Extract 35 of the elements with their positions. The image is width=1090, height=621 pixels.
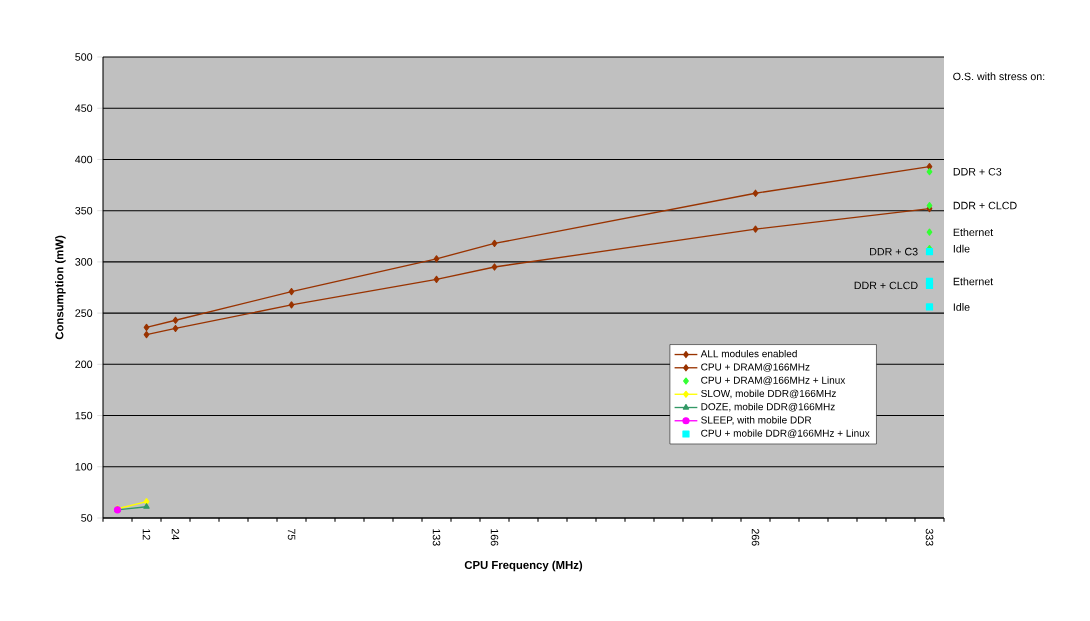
annotation: DDR + C3 bbox=[953, 167, 1002, 176]
x-axis-title: CPU Frequency (MHz) bbox=[464, 560, 583, 572]
annotation: Ethernet bbox=[953, 277, 994, 286]
x-tick-label: 166 bbox=[490, 529, 499, 546]
annotation: Idle bbox=[953, 244, 970, 253]
annotation: DDR + CLCD bbox=[854, 281, 918, 290]
y-tick-label: 300 bbox=[75, 258, 93, 266]
legend-label: SLEEP, with mobile DDR bbox=[701, 416, 812, 425]
legend-label: DOZE, mobile DDR@166MHz bbox=[701, 402, 835, 412]
y-tick-label: 200 bbox=[75, 360, 93, 369]
y-tick-label: 250 bbox=[75, 309, 93, 317]
x-tick-label: 333 bbox=[925, 528, 934, 546]
y-tick-label: 500 bbox=[75, 53, 93, 61]
annotation: DDR + CLCD bbox=[953, 201, 1017, 210]
x-tick-label: 266 bbox=[751, 528, 760, 546]
legend-label: CPU + DRAM@166MHz + Linux bbox=[701, 376, 846, 386]
y-tick-label: 50 bbox=[81, 514, 93, 522]
annotation: Ethernet bbox=[953, 228, 994, 237]
legend-label: SLOW, mobile DDR@166MHz bbox=[701, 389, 836, 399]
x-tick-label: 75 bbox=[287, 528, 296, 540]
y-axis-title: Consumption (mW) bbox=[55, 235, 66, 340]
x-tick-label: 24 bbox=[171, 528, 180, 540]
y-tick-label: 100 bbox=[75, 462, 93, 471]
x-tick-label: 12 bbox=[142, 529, 151, 540]
annotation: Idle bbox=[953, 303, 970, 311]
legend-label: CPU + mobile DDR@166MHz + Linux bbox=[701, 429, 870, 439]
x-tick-label: 133 bbox=[432, 529, 441, 546]
y-tick-label: 400 bbox=[75, 155, 93, 164]
y-tick-label: 450 bbox=[75, 104, 93, 112]
y-tick-label: 150 bbox=[75, 411, 93, 420]
y-tick-label: 350 bbox=[75, 206, 93, 215]
text: O.S. with stress on: bbox=[953, 72, 1045, 81]
annotation: DDR + C3 bbox=[870, 247, 918, 256]
legend-label: CPU + DRAM@166MHz bbox=[701, 363, 810, 372]
legend-label: ALL modules enabled bbox=[700, 349, 797, 358]
